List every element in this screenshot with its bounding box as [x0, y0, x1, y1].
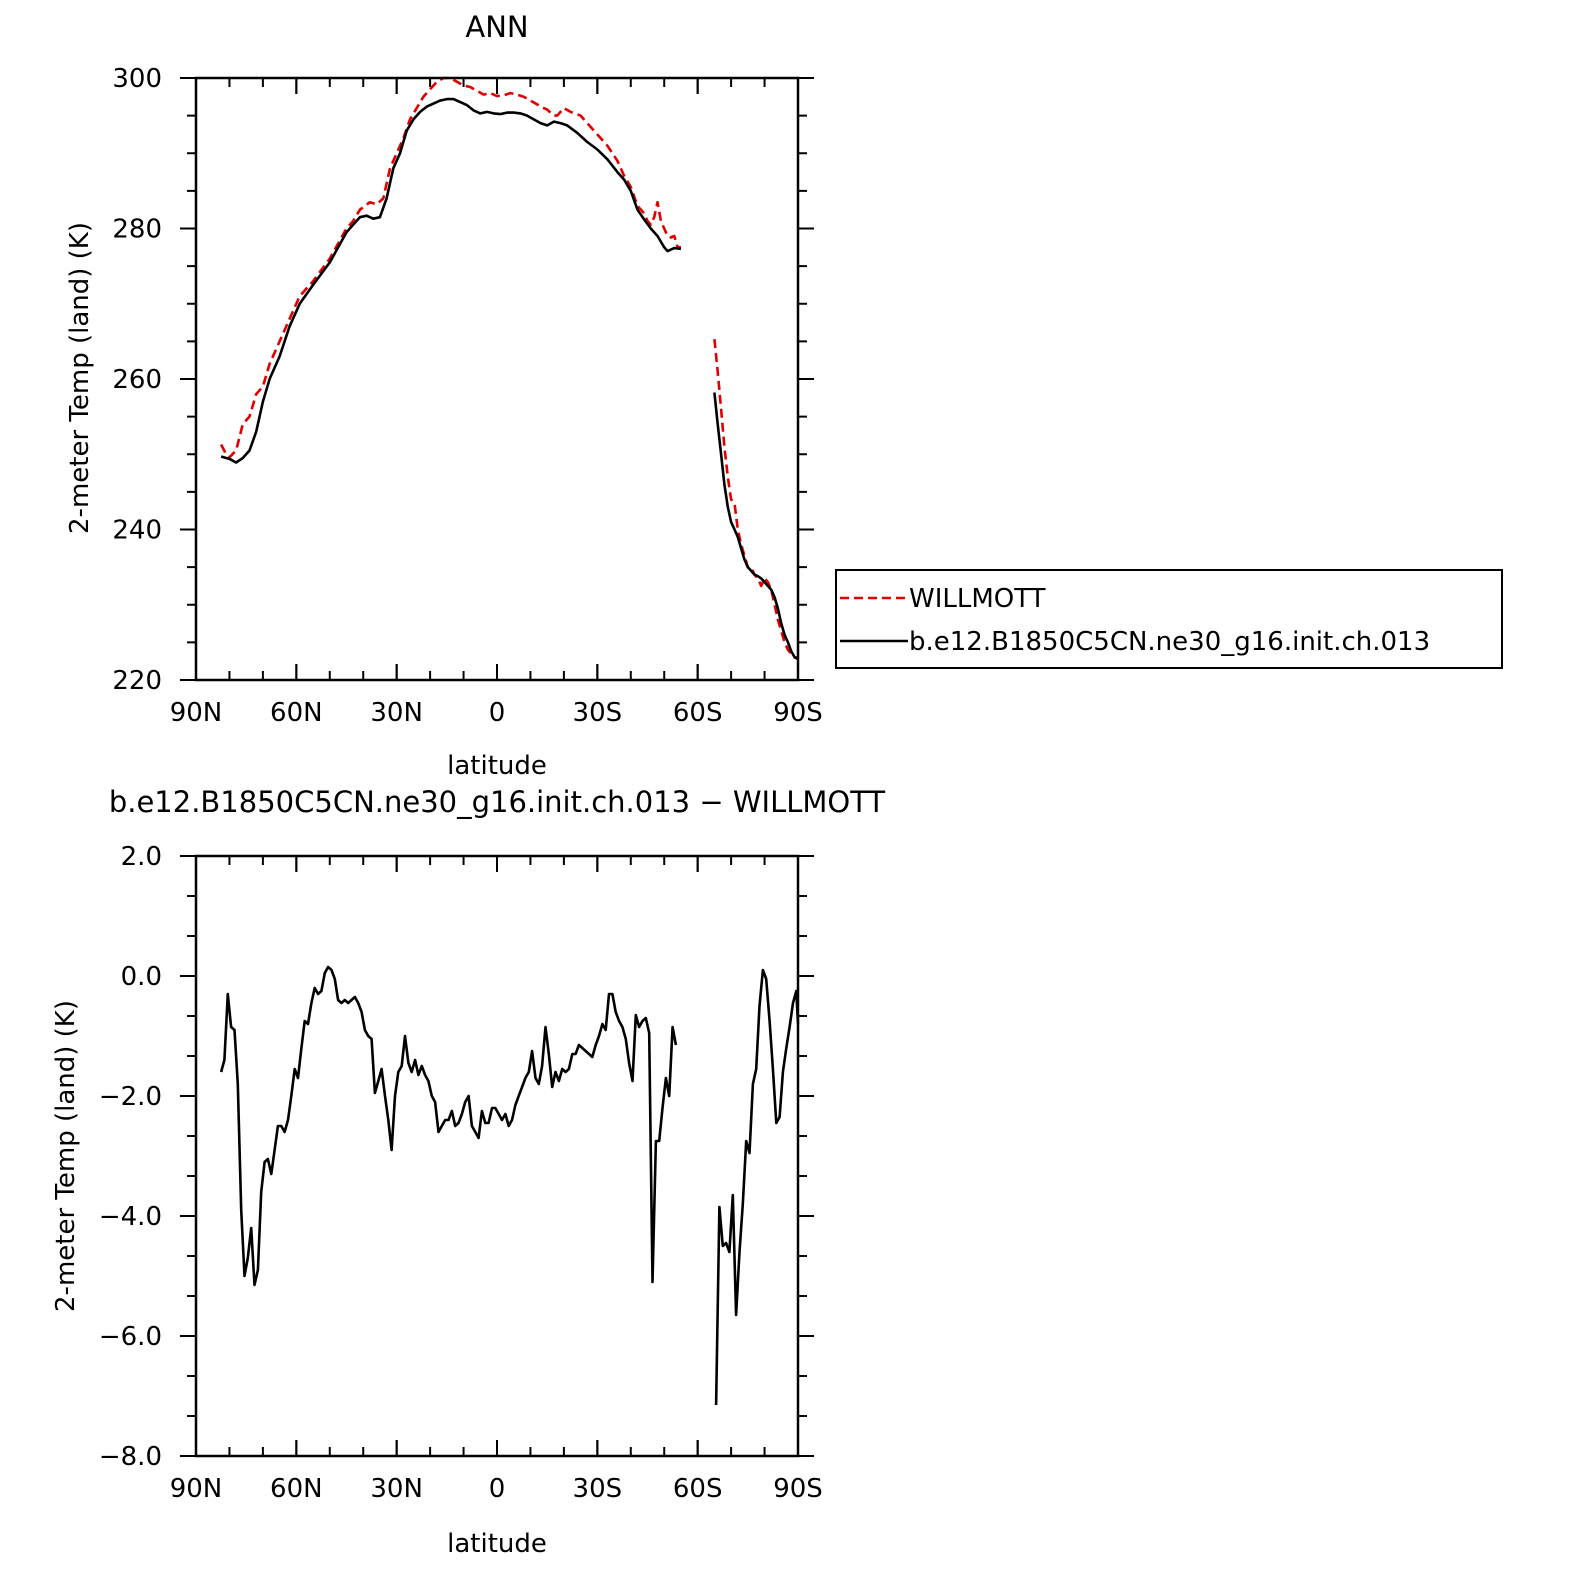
x-tick-label: 0 [489, 698, 506, 728]
series-line-0 [219, 965, 678, 1287]
legend: WILLMOTT b.e12.B1850C5CN.ne30_g16.init.c… [835, 569, 1503, 669]
y-tick-label: −8.0 [99, 1442, 162, 1472]
x-tick-label: 90N [170, 698, 223, 728]
legend-label-willmott: WILLMOTT [909, 584, 1046, 614]
y-tick-label: 220 [112, 666, 162, 696]
series-lines [219, 965, 800, 1406]
x-axis-label: latitude [447, 1529, 547, 1559]
y-tick-label: 240 [112, 516, 162, 546]
x-tick-label: 60N [270, 1474, 323, 1504]
series-line-1 [220, 97, 682, 464]
x-tick-label: 60S [673, 1474, 723, 1504]
plot-frame [194, 854, 800, 1458]
series-line-0 [219, 76, 681, 459]
series-lines [219, 76, 799, 661]
plot-frame [194, 76, 800, 682]
y-tick-label: −4.0 [99, 1202, 162, 1232]
chart-title: ANN [465, 10, 528, 44]
y-axis-label: 2-meter Temp (land) (K) [65, 222, 95, 534]
x-tick-label: 0 [489, 1474, 506, 1504]
y-axis-label: 2-meter Temp (land) (K) [51, 1000, 81, 1312]
difference-panel: b.e12.B1850C5CN.ne30_g16.init.ch.013 − W… [51, 785, 885, 1559]
y-tick-label: 0.0 [121, 962, 162, 992]
x-tick-label: 30N [370, 698, 423, 728]
x-tick-label: 60N [270, 698, 323, 728]
x-tick-label: 90S [773, 1474, 823, 1504]
axis-ticks: 90N 60N 30N 0 30S 60S 90S 300 280 260 240 220 [112, 64, 822, 728]
y-tick-label: 2.0 [121, 842, 162, 872]
x-axis-label: latitude [447, 751, 547, 781]
chart-title: b.e12.B1850C5CN.ne30_g16.init.ch.013 − W… [109, 785, 886, 819]
series-line-1 [713, 392, 799, 661]
x-tick-label: 90S [773, 698, 823, 728]
y-tick-label: 260 [112, 365, 162, 395]
y-tick-label: −2.0 [99, 1082, 162, 1112]
x-tick-label: 30S [573, 1474, 623, 1504]
legend-label-model: b.e12.B1850C5CN.ne30_g16.init.ch.013 [909, 627, 1430, 657]
y-tick-label: 280 [112, 215, 162, 245]
axis-ticks: 90N 60N 30N 0 30S 60S 90S 2.0 0.0 −2.0 −4.0 −6.0 −8.… [99, 842, 823, 1504]
x-tick-label: 90N [170, 1474, 223, 1504]
legend-box [835, 569, 1503, 669]
y-tick-label: −6.0 [99, 1322, 162, 1352]
x-tick-label: 60S [673, 698, 723, 728]
x-tick-label: 30N [370, 1474, 423, 1504]
x-tick-label: 30S [573, 698, 623, 728]
temperature-panel: ANN 2-meter Temp (land) (K) latitude 90N… [65, 10, 1503, 781]
series-line-0 [714, 968, 800, 1406]
y-tick-label: 300 [112, 64, 162, 94]
